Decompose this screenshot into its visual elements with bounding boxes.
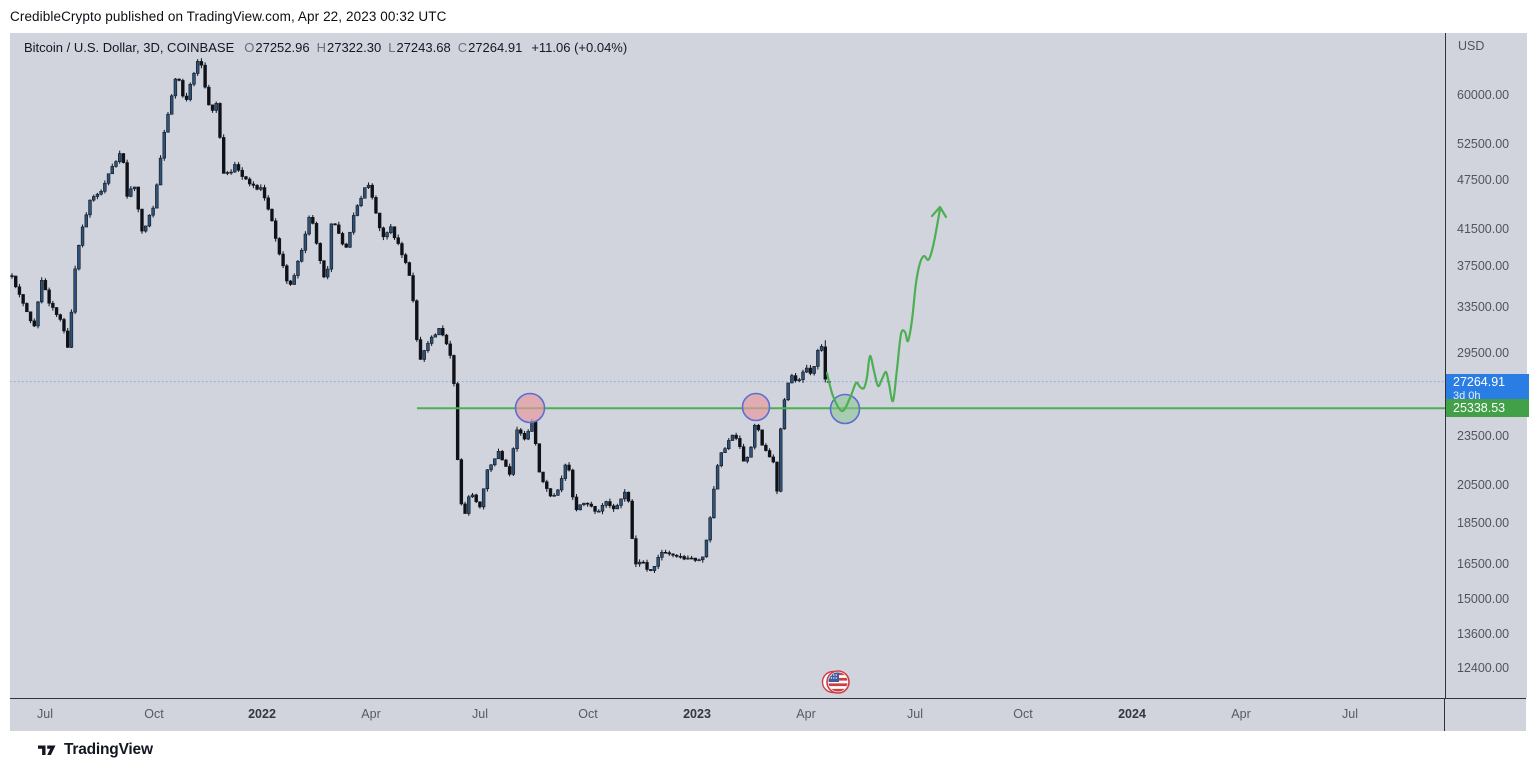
- time-axis-label: Jul: [907, 707, 923, 721]
- time-axis-label: Jul: [37, 707, 53, 721]
- price-tick: 47500.00: [1457, 172, 1510, 187]
- ohlc-low-value: 27243.68: [396, 40, 451, 55]
- tradingview-logo-icon: [38, 745, 56, 755]
- price-tick: 37500.00: [1457, 258, 1510, 273]
- footer: TradingView: [0, 731, 1536, 768]
- ohlc-close-value: 27264.91: [468, 40, 523, 55]
- price-tick: 41500.00: [1457, 221, 1510, 236]
- projection-path: [825, 207, 942, 413]
- support-level-value: 25338.53: [1453, 400, 1506, 415]
- time-axis-label: Apr: [1231, 707, 1251, 721]
- publish-header-text: CredibleCrypto published on TradingView.…: [10, 9, 447, 24]
- time-axis-label: 2024: [1118, 707, 1146, 721]
- candlestick-chart[interactable]: [10, 33, 1445, 698]
- arrow-up-icon: [930, 205, 948, 219]
- price-tick: 18500.00: [1457, 515, 1510, 530]
- time-axis-label: Oct: [144, 707, 164, 721]
- circle-annotation: [514, 392, 546, 424]
- price-tick: 15000.00: [1457, 591, 1510, 606]
- ohlc-high-value: 27322.30: [326, 40, 382, 55]
- price-tick: 52500.00: [1457, 136, 1510, 151]
- symbol-title: Bitcoin / U.S. Dollar, 3D, COINBASE: [24, 40, 235, 55]
- candles-group: [10, 58, 831, 574]
- time-axis-label: 2023: [683, 707, 711, 721]
- time-axis-label: Oct: [578, 707, 598, 721]
- price-tick: 23500.00: [1457, 428, 1510, 443]
- circle-annotation: [741, 392, 771, 422]
- ohlc-high-key: H: [316, 40, 326, 55]
- ohlc-open-value: 27252.96: [255, 40, 310, 55]
- price-tick: 29500.00: [1457, 345, 1510, 360]
- time-axis-label: 2022: [248, 707, 276, 721]
- support-level-label[interactable]: 25338.53: [1446, 398, 1529, 417]
- current-price-value: 27264.91: [1453, 374, 1506, 389]
- price-axis[interactable]: USD 60000.00 52500.00 47500.00 41500.00 3750…: [1445, 33, 1529, 698]
- price-tick: 12400.00: [1457, 660, 1510, 675]
- brand-name: TradingView: [64, 740, 153, 758]
- time-axis-label: Jul: [472, 707, 488, 721]
- time-axis-label: Jul: [1342, 707, 1358, 721]
- publish-header: CredibleCrypto published on TradingView.…: [10, 0, 446, 33]
- ohlc-close-key: C: [457, 40, 468, 55]
- chart-container: Bitcoin / U.S. Dollar, 3D, COINBASE O2725…: [10, 33, 1529, 732]
- ohlc-open-key: O: [244, 40, 255, 55]
- price-tick: 20500.00: [1457, 478, 1510, 493]
- chart-legend: Bitcoin / U.S. Dollar, 3D, COINBASE O2725…: [24, 40, 627, 55]
- change-value: +11.06 (+0.04%): [531, 40, 628, 55]
- time-axis-label: Apr: [361, 707, 381, 721]
- price-tick: 33500.00: [1457, 299, 1510, 314]
- price-tick: 16500.00: [1457, 557, 1510, 572]
- price-tick: 60000.00: [1457, 87, 1510, 102]
- time-axis-label: Apr: [796, 707, 816, 721]
- ohlc-low-key: L: [388, 40, 396, 55]
- time-axis-label: Oct: [1013, 707, 1033, 721]
- event-flag-icon[interactable]: [821, 670, 850, 694]
- time-axis[interactable]: Jul Oct 2022 Apr Jul Oct 2023 Apr Jul Oct 2024 Apr J…: [10, 698, 1526, 732]
- axis-currency-label: USD: [1458, 39, 1485, 53]
- bar-countdown: 3d 0h: [1453, 389, 1481, 402]
- chart-pane[interactable]: Bitcoin / U.S. Dollar, 3D, COINBASE O2725…: [10, 33, 1445, 698]
- price-tick: 13600.00: [1457, 627, 1510, 642]
